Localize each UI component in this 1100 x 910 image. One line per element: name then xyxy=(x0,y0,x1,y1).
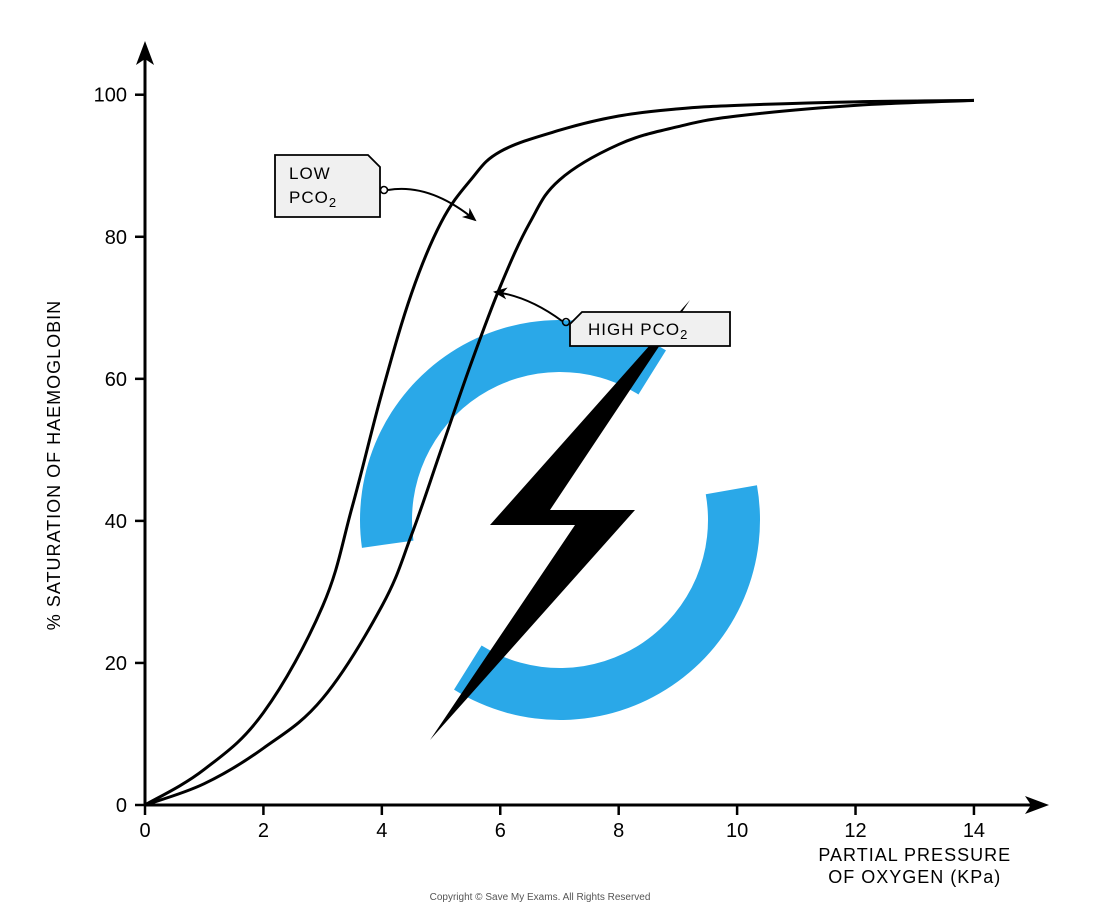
high-pco2-label: HIGH PCO2 xyxy=(588,320,688,342)
x-axis-label-line2: OF OXYGEN (KPa) xyxy=(828,867,1001,887)
x-tick-label: 8 xyxy=(613,820,624,842)
y-axis-label: % SATURATION OF HAEMOGLOBIN xyxy=(44,300,64,630)
y-tick-label: 0 xyxy=(116,795,127,817)
x-axis: 0 2 4 6 8 10 12 14 PARTIAL PRESSURE OF OXYGEN (… xyxy=(139,796,1049,887)
copyright-notice: Copyright © Save My Exams. All Rights Re… xyxy=(430,892,651,903)
watermark-logo xyxy=(360,300,760,740)
y-axis: 0 20 40 60 80 100 % SATURATION OF HAEMOGLOBIN xyxy=(44,41,154,817)
y-tick-label: 100 xyxy=(94,85,127,107)
y-tick-label: 80 xyxy=(105,227,127,249)
x-tick-label: 2 xyxy=(258,820,269,842)
x-tick-label: 10 xyxy=(726,820,748,842)
low-pco2-label-line1: LOW xyxy=(289,164,331,183)
x-tick-label: 14 xyxy=(963,820,985,842)
x-tick-label: 12 xyxy=(844,820,866,842)
y-tick-label: 40 xyxy=(105,511,127,533)
x-tick-label: 4 xyxy=(376,820,387,842)
x-axis-label-line1: PARTIAL PRESSURE xyxy=(818,845,1011,865)
x-tick-label: 0 xyxy=(139,820,150,842)
annotation-low-pco2: LOW PCO2 xyxy=(275,155,475,220)
x-tick-label: 6 xyxy=(495,820,506,842)
oxygen-dissociation-chart: 020406080100 % SATURATION OF HAEMOGLOBIN… xyxy=(0,0,1100,910)
y-tick-label: 20 xyxy=(105,653,127,675)
y-tick-label: 60 xyxy=(105,369,127,391)
chart-svg: 020406080100 % SATURATION OF HAEMOGLOBIN… xyxy=(0,0,1100,910)
